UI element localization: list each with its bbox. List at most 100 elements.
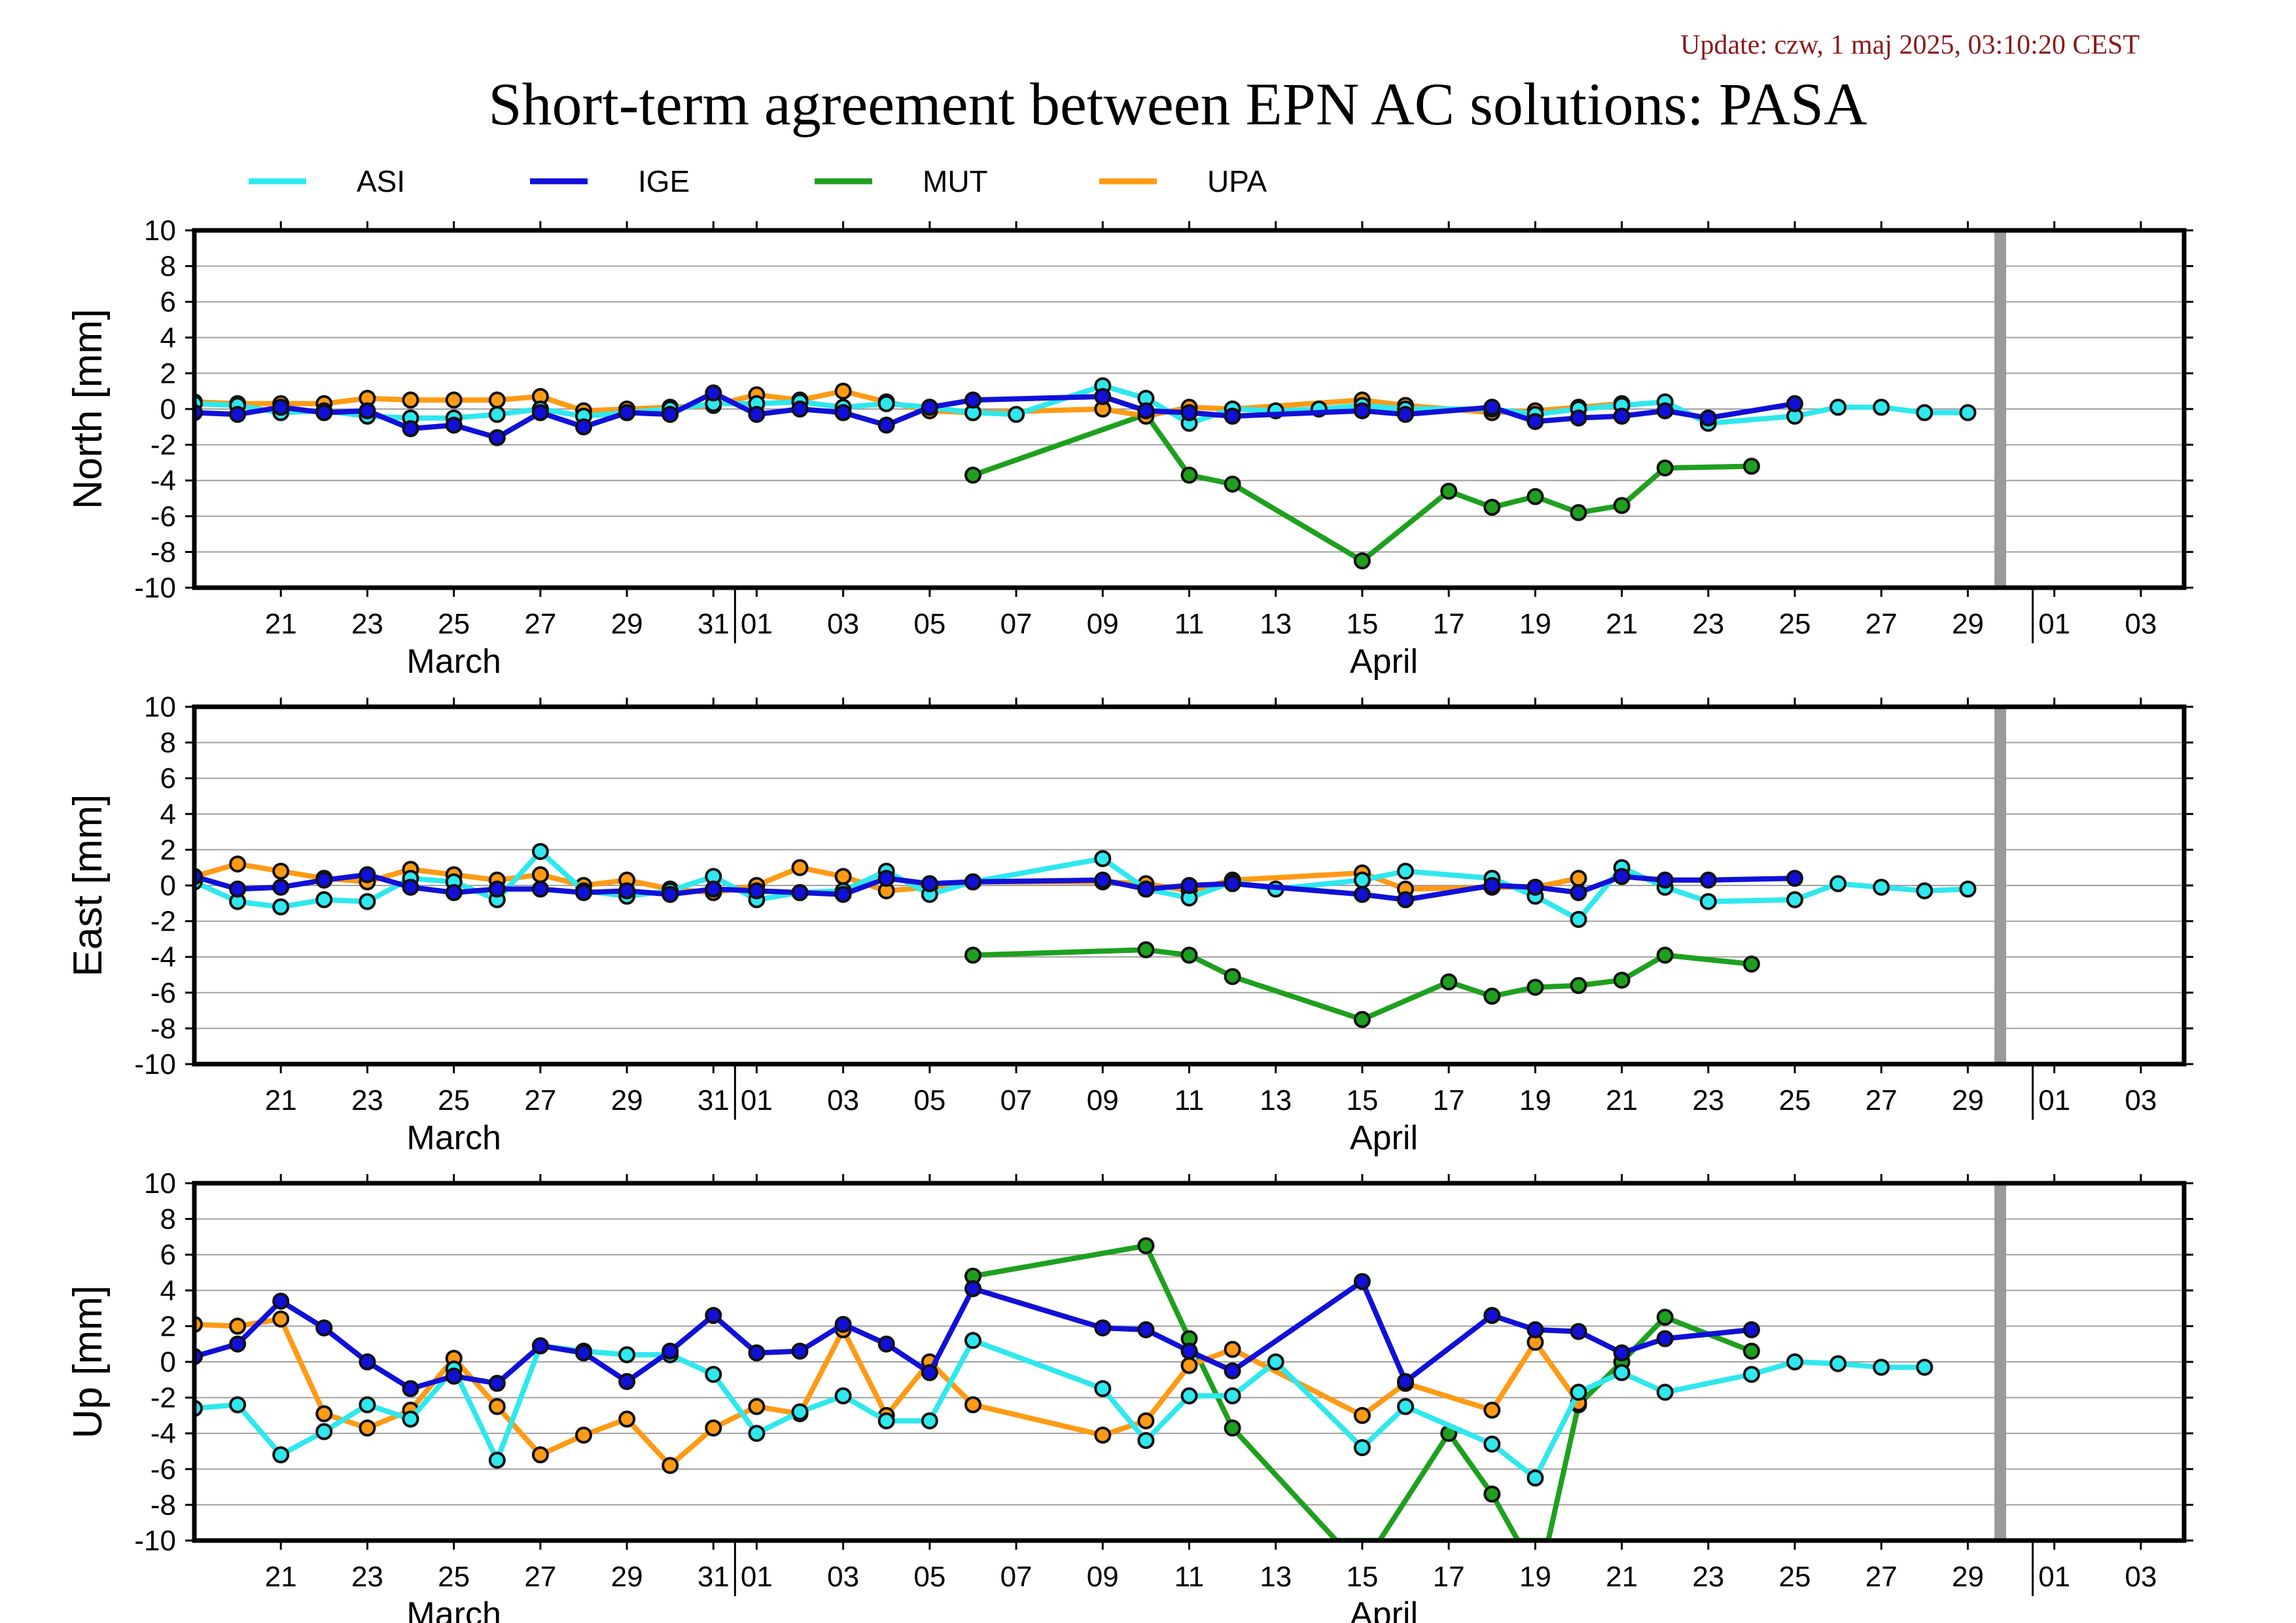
data-point-ige (877, 416, 895, 434)
data-point-upa (791, 859, 809, 876)
data-point-upa (488, 391, 506, 409)
series-ige (194, 384, 1803, 446)
data-point-ige (662, 406, 679, 423)
data-point-ige (705, 880, 722, 898)
data-point-ige (315, 871, 333, 889)
data-point-upa (359, 1419, 376, 1436)
data-point-ige (402, 420, 419, 437)
y-tick-label: -10 (134, 1525, 176, 1557)
data-point-upa (1137, 1412, 1155, 1430)
data-point-ige (445, 883, 463, 901)
series-mut (964, 941, 1760, 1028)
data-point-upa (1570, 870, 1587, 887)
x-tick-label: 23 (1692, 1561, 1724, 1593)
legend-item-upa: UPA (1099, 164, 1267, 198)
data-point-asi (921, 1412, 938, 1430)
data-point-ige (618, 1373, 636, 1390)
x-tick-label: 03 (2125, 1084, 2157, 1116)
y-tick-label: 4 (160, 798, 176, 830)
data-point-ige (1483, 877, 1501, 894)
data-point-asi (1829, 399, 1847, 416)
data-point-upa (834, 382, 852, 400)
data-point-upa (662, 1457, 679, 1474)
data-point-ige (1224, 1362, 1241, 1380)
data-point-asi (1786, 891, 1803, 908)
data-point-ige (488, 429, 506, 446)
data-point-ige (359, 1353, 376, 1370)
data-point-upa (488, 1398, 506, 1416)
y-tick-label: -2 (150, 429, 176, 461)
data-point-ige (1527, 878, 1544, 896)
data-point-asi (1353, 1439, 1371, 1456)
x-tick-label: 01 (2038, 1084, 2070, 1116)
data-point-ige (921, 1364, 938, 1382)
data-point-mut (1742, 457, 1760, 475)
x-tick-label: 31 (698, 608, 730, 640)
data-point-asi (1959, 880, 1977, 898)
x-tick-label: 25 (438, 1084, 470, 1116)
data-point-asi (1916, 1359, 1934, 1376)
data-point-upa (964, 1396, 981, 1414)
data-point-mut (1224, 475, 1241, 493)
month-label: March (406, 1596, 501, 1623)
x-tick-label: 17 (1433, 608, 1465, 640)
data-point-upa (402, 391, 419, 409)
data-point-mut (1440, 973, 1458, 991)
y-tick-label: -6 (150, 1454, 176, 1486)
y-tick-label: 0 (160, 870, 176, 902)
legend-item-ige: IGE (530, 164, 690, 198)
data-point-ige (618, 882, 636, 900)
x-tick-label: 03 (827, 608, 859, 640)
y-tick-label: -2 (150, 906, 176, 938)
y-tick-label: 6 (160, 1239, 176, 1271)
data-point-mut (1483, 1486, 1501, 1503)
y-axis-title: Up [mm] (65, 1285, 111, 1438)
y-tick-label: -4 (150, 465, 176, 497)
data-point-ige (229, 406, 247, 423)
data-point-mut (1742, 1342, 1760, 1360)
data-point-asi (1699, 893, 1717, 910)
data-point-asi (877, 395, 895, 412)
data-point-mut (1613, 497, 1631, 514)
data-point-asi (488, 406, 506, 423)
x-tick-label: 03 (2125, 608, 2157, 640)
data-point-ige (488, 880, 506, 898)
series-group (194, 1237, 1934, 1541)
legend-label: ASI (357, 164, 405, 198)
data-point-mut (1180, 467, 1198, 484)
data-point-asi (1180, 1387, 1198, 1404)
data-point-ige (1180, 404, 1198, 421)
x-tick-label: 09 (1087, 608, 1119, 640)
data-point-asi (359, 1396, 376, 1414)
data-point-asi (272, 898, 290, 916)
data-point-ige (1527, 413, 1544, 431)
y-tick-label: 0 (160, 1346, 176, 1378)
y-tick-label: 10 (144, 1168, 176, 1200)
plot-frame (192, 1181, 2187, 1543)
data-point-asi (1137, 1432, 1155, 1450)
data-point-asi (1397, 863, 1414, 880)
data-point-asi (229, 1396, 247, 1414)
data-point-asi (791, 1403, 809, 1421)
x-tick-label: 09 (1087, 1561, 1119, 1593)
data-point-ige (445, 1367, 463, 1385)
data-point-upa (272, 863, 290, 880)
data-point-asi (1656, 1383, 1674, 1401)
x-tick-label: 01 (2038, 1561, 2070, 1593)
data-point-ige (662, 885, 679, 903)
data-point-upa (531, 1446, 549, 1463)
data-point-asi (1742, 1366, 1760, 1383)
x-tick-label: 29 (1952, 1084, 1984, 1116)
legend-item-asi: ASI (249, 164, 405, 198)
panel-east: 10 86 4 2 0 -2-4 -6-8 -10 21 23 25 27 29 31 01 03 05 07 09… (65, 691, 2193, 1157)
data-point-ige (1397, 1373, 1414, 1390)
data-point-asi (1786, 1353, 1803, 1370)
data-point-ige (791, 883, 809, 901)
x-tick-label: 03 (827, 1084, 859, 1116)
data-point-ige (1353, 402, 1371, 419)
data-point-mut (1483, 499, 1501, 516)
data-point-upa (748, 1398, 766, 1416)
data-point-ige (662, 1342, 679, 1360)
data-point-ige (1483, 399, 1501, 416)
data-point-mut (1440, 482, 1458, 500)
